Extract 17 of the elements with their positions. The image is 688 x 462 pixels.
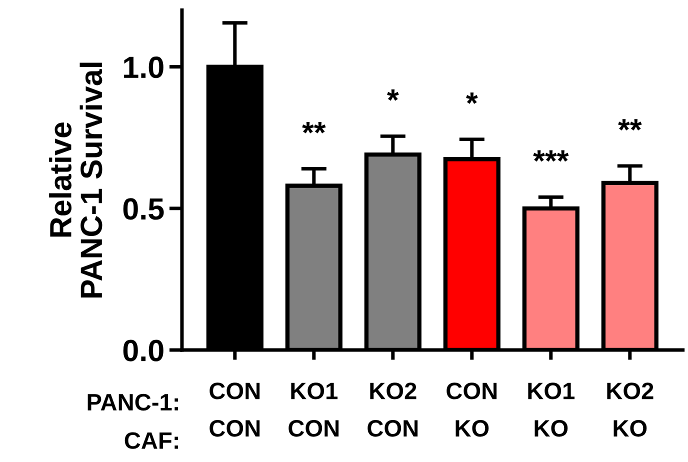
x-tick-label: KO2 KO [607,382,654,437]
x-tick-label: KO1 CON [288,382,339,437]
x-tick-label: CON CON [210,382,260,437]
annotation: ** [302,122,326,134]
annotation: ** [618,119,642,130]
y-axis-title: Relative PANC-1 Survival [49,62,102,298]
y-tick-label: 1.0 [124,56,164,78]
annotation: * [466,92,478,104]
text: CAF: [124,432,178,449]
x-tick-label: KO2 CON [368,382,418,437]
annotation: *** [533,150,569,162]
x-tick-label: KO1 KO [528,382,575,437]
y-tick-label: 0.5 [123,198,164,220]
x-tick-label: CON KO [446,382,497,437]
annotation: * [387,89,399,101]
y-tick-label: 0.0 [123,340,164,362]
text: PANC-1: [88,394,178,411]
